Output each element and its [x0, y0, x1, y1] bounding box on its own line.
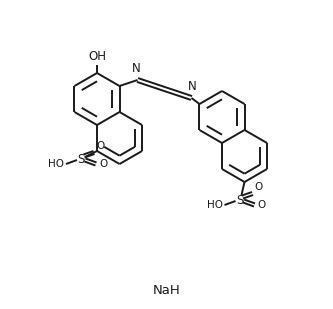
Text: S: S	[77, 153, 85, 166]
Text: N: N	[188, 80, 197, 93]
Text: O: O	[257, 200, 266, 210]
Text: O: O	[254, 181, 263, 192]
Text: OH: OH	[88, 50, 106, 63]
Text: O: O	[96, 141, 104, 150]
Text: S: S	[236, 193, 243, 206]
Text: HO: HO	[206, 200, 222, 210]
Text: HO: HO	[48, 159, 64, 169]
Text: O: O	[99, 159, 107, 169]
Text: N: N	[132, 62, 141, 75]
Text: NaH: NaH	[153, 285, 181, 298]
